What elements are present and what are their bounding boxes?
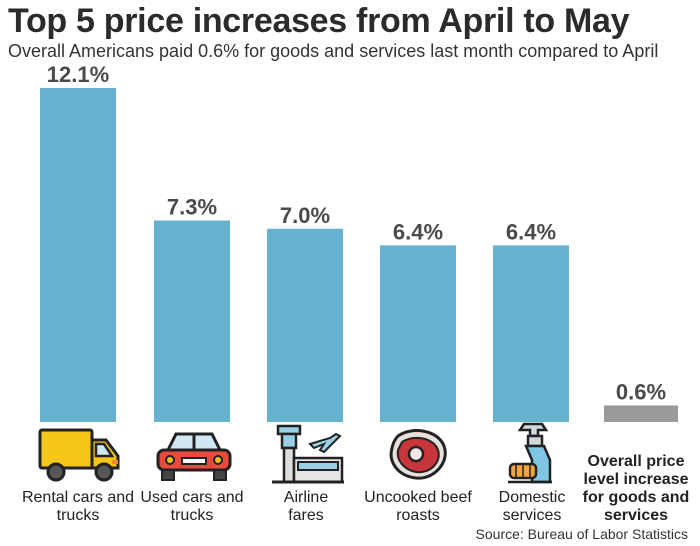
- category-label: Rental cars and trucks: [21, 489, 135, 524]
- value-label-1: 12.1%: [47, 62, 109, 87]
- chart-subtitle: Overall Americans paid 0.6% for goods an…: [8, 41, 659, 61]
- category-label: Domestic services: [498, 489, 566, 524]
- steak-icon: [389, 429, 447, 480]
- truck-icon: [38, 428, 120, 482]
- source-note: Source: Bureau of Labor Statistics: [475, 526, 688, 542]
- category-label-overall: Overall price level increase for goods a…: [582, 453, 690, 524]
- airport-icon: [272, 424, 344, 484]
- value-label-3: 7.0%: [280, 203, 330, 228]
- value-label-4: 6.4%: [393, 219, 443, 244]
- category-label: Uncooked beef roasts: [364, 489, 472, 524]
- bar-5: [493, 245, 569, 422]
- value-label-2: 7.3%: [167, 194, 217, 219]
- category-label: Used cars and trucks: [140, 489, 244, 524]
- value-label-5: 6.4%: [506, 219, 556, 244]
- value-label-6: 0.6%: [616, 379, 666, 404]
- category-label: Airline fares: [283, 489, 329, 524]
- bar-4: [380, 245, 456, 422]
- cleaning-spray-icon: [508, 422, 552, 484]
- bar-2: [154, 220, 230, 422]
- bar-6: [604, 405, 678, 422]
- bar-1: [40, 88, 116, 422]
- bar-3: [267, 228, 343, 422]
- car-icon: [156, 432, 232, 481]
- chart-title: Top 5 price increases from April to May: [8, 2, 630, 40]
